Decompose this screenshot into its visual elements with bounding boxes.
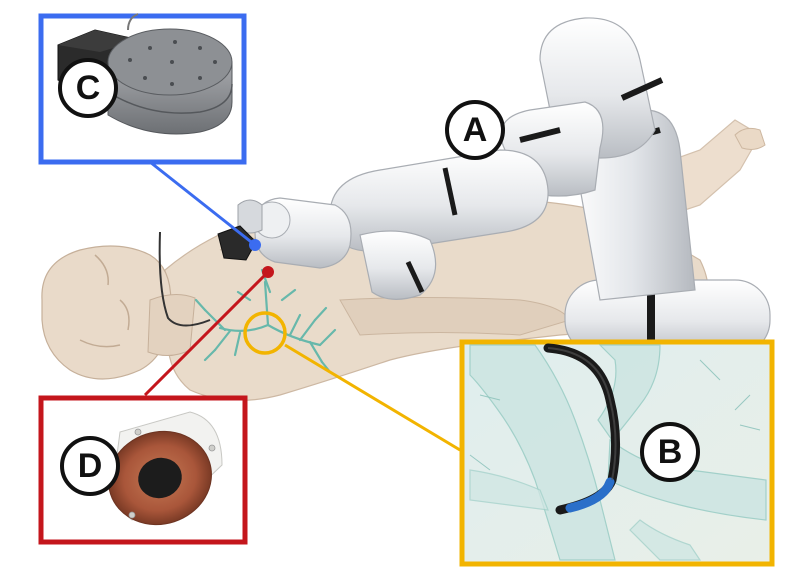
bronchial-tree: [194, 268, 337, 374]
coil-sensor: [108, 411, 223, 526]
patient-face-detail: [79, 254, 130, 348]
connector-d: [143, 270, 270, 397]
label-a: A: [445, 100, 505, 160]
catheter-wire: [158, 231, 211, 327]
magnet-actuator: [107, 28, 233, 135]
connector-c: [149, 160, 256, 247]
label-c: C: [58, 58, 118, 118]
connector-b: [284, 343, 461, 452]
inset-b: [459, 339, 775, 567]
label-d: D: [60, 436, 120, 496]
robot-elbow: [359, 230, 437, 300]
marker-c: [249, 239, 261, 251]
focus-ring-b: [243, 311, 287, 355]
inset-c: [38, 13, 247, 165]
patient-arm-lower: [339, 297, 571, 336]
inset-d: [38, 395, 248, 545]
robot-end-effector: [217, 225, 257, 261]
patient-hand: [734, 127, 766, 150]
robot-arm: [217, 17, 771, 356]
robot-forearm: [329, 149, 549, 252]
label-b: B: [640, 422, 700, 482]
marker-d: [262, 266, 274, 278]
